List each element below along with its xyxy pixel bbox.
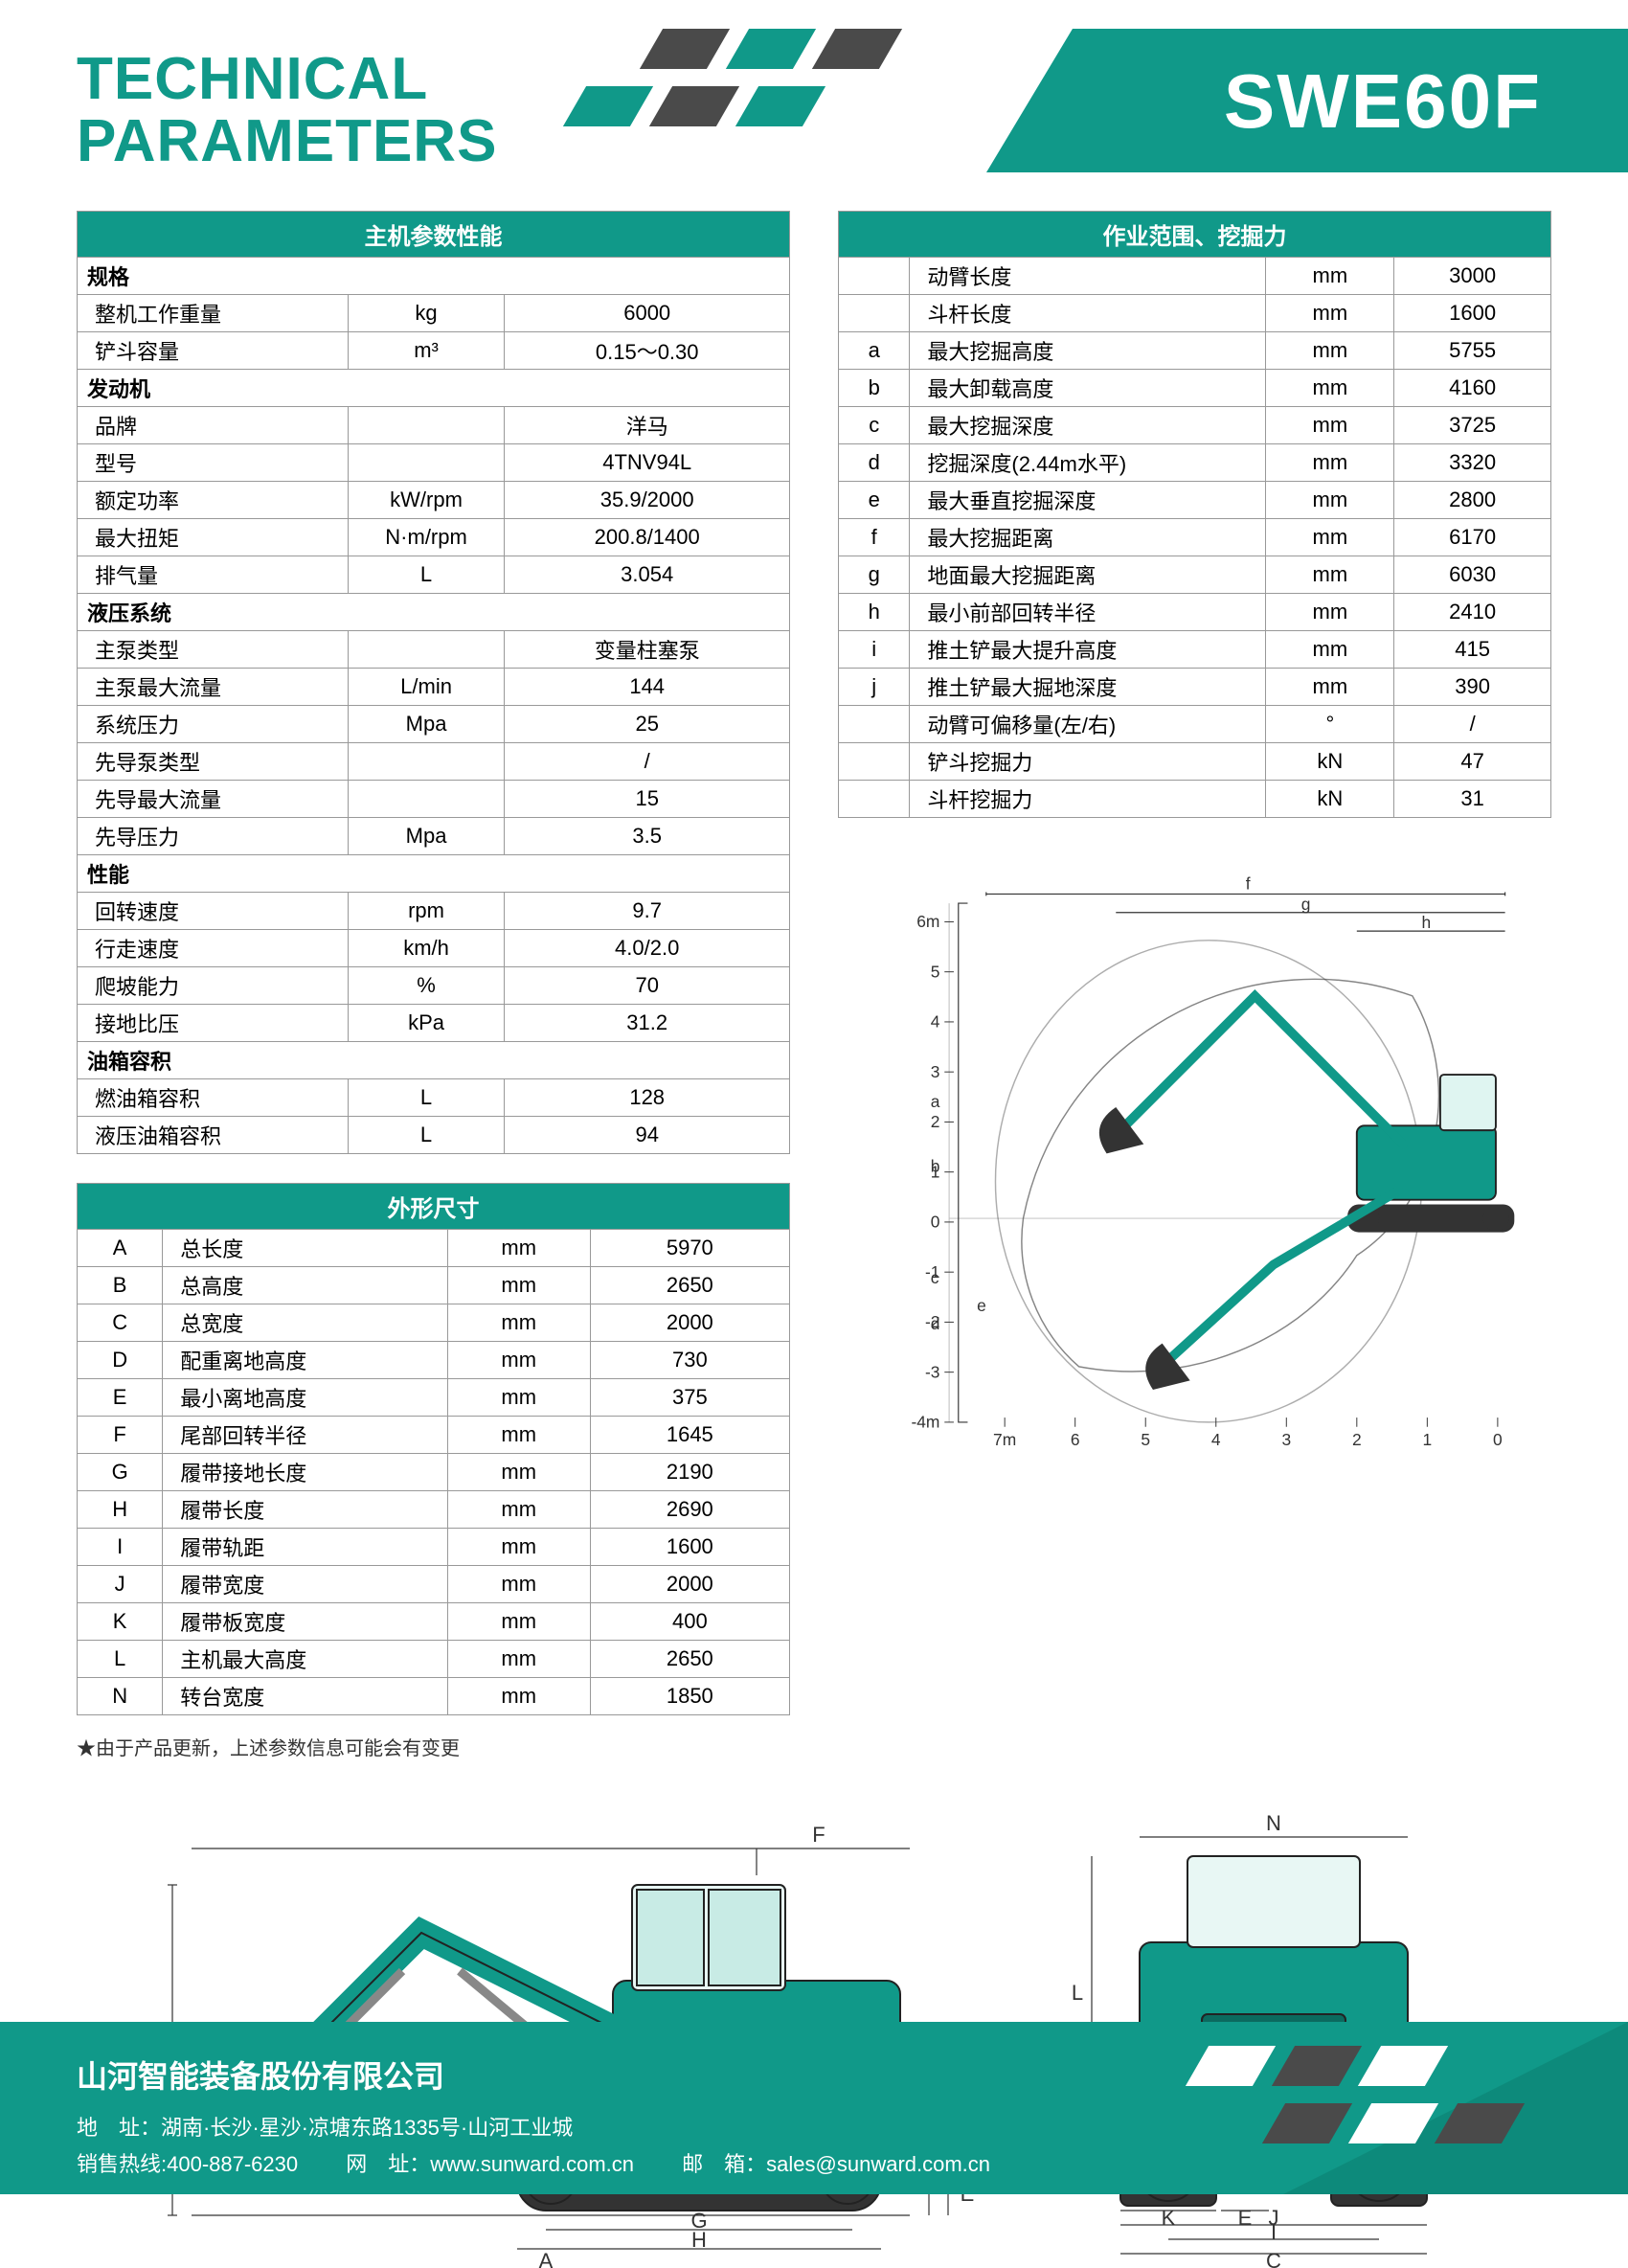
work-range-table: 作业范围、挖掘力 动臂长度mm3000斗杆长度mm1600a最大挖掘高度mm57… xyxy=(838,211,1551,818)
svg-text:e: e xyxy=(977,1296,986,1315)
svg-text:A: A xyxy=(539,2249,554,2268)
svg-text:3: 3 xyxy=(931,1062,940,1081)
model-banner: SWE60F xyxy=(795,29,1628,172)
svg-text:a: a xyxy=(931,1092,940,1111)
svg-text:f: f xyxy=(1246,874,1251,894)
svg-text:2: 2 xyxy=(931,1112,940,1131)
svg-text:4: 4 xyxy=(931,1012,940,1032)
svg-text:E: E xyxy=(1238,2206,1253,2230)
svg-text:0: 0 xyxy=(931,1213,940,1232)
company-name: 山河智能装备股份有限公司 xyxy=(77,2051,990,2102)
svg-text:1: 1 xyxy=(1423,1430,1433,1449)
svg-text:3: 3 xyxy=(1281,1430,1291,1449)
footer-address: 地 址：湖南·长沙·星沙·凉塘东路1335号·山河工业城 xyxy=(77,2110,990,2145)
svg-text:h: h xyxy=(1422,913,1432,932)
svg-text:-3: -3 xyxy=(925,1362,939,1381)
svg-text:6: 6 xyxy=(1071,1430,1080,1449)
svg-text:5: 5 xyxy=(931,962,940,981)
svg-text:K: K xyxy=(1162,2206,1176,2230)
svg-text:6m: 6m xyxy=(916,912,939,931)
update-note: ★由于产品更新，上述参数信息可能会有变更 xyxy=(0,1715,1628,1760)
svg-text:L: L xyxy=(1072,1981,1083,2005)
svg-text:0: 0 xyxy=(1493,1430,1503,1449)
dimensions-table: 外形尺寸 A总长度mm5970B总高度mm2650C总宽度mm2000D配重离地… xyxy=(77,1183,790,1715)
svg-text:C: C xyxy=(1266,2249,1281,2268)
svg-text:2: 2 xyxy=(1352,1430,1362,1449)
svg-text:F: F xyxy=(812,1823,825,1847)
svg-text:J: J xyxy=(1269,2206,1279,2230)
svg-text:N: N xyxy=(1266,1811,1281,1835)
svg-text:d: d xyxy=(931,1314,940,1333)
svg-text:5: 5 xyxy=(1141,1430,1150,1449)
page-footer: 山河智能装备股份有限公司 地 址：湖南·长沙·星沙·凉塘东路1335号·山河工业… xyxy=(0,2022,1628,2194)
model-number: SWE60F xyxy=(1224,57,1542,146)
page-title: TECHNICAL PARAMETERS xyxy=(77,48,497,172)
main-params-table: 主机参数性能 规格整机工作重量kg6000铲斗容量m³0.15～0.30发动机品… xyxy=(77,211,790,1154)
page-header: TECHNICAL PARAMETERS SWE60F xyxy=(0,0,1628,211)
svg-text:-4m: -4m xyxy=(911,1413,939,1432)
svg-text:7m: 7m xyxy=(993,1430,1016,1449)
svg-text:G: G xyxy=(690,2209,707,2233)
svg-text:g: g xyxy=(1301,895,1311,914)
footer-contacts: 销售热线:400-887-6230 网 址：www.sunward.com.cn… xyxy=(77,2146,990,2182)
svg-text:b: b xyxy=(931,1157,940,1176)
work-range-diagram: 6m543210-1-2-3-4m 7m6543210 xyxy=(838,856,1551,1469)
svg-text:c: c xyxy=(931,1268,939,1287)
svg-text:4: 4 xyxy=(1211,1430,1221,1449)
